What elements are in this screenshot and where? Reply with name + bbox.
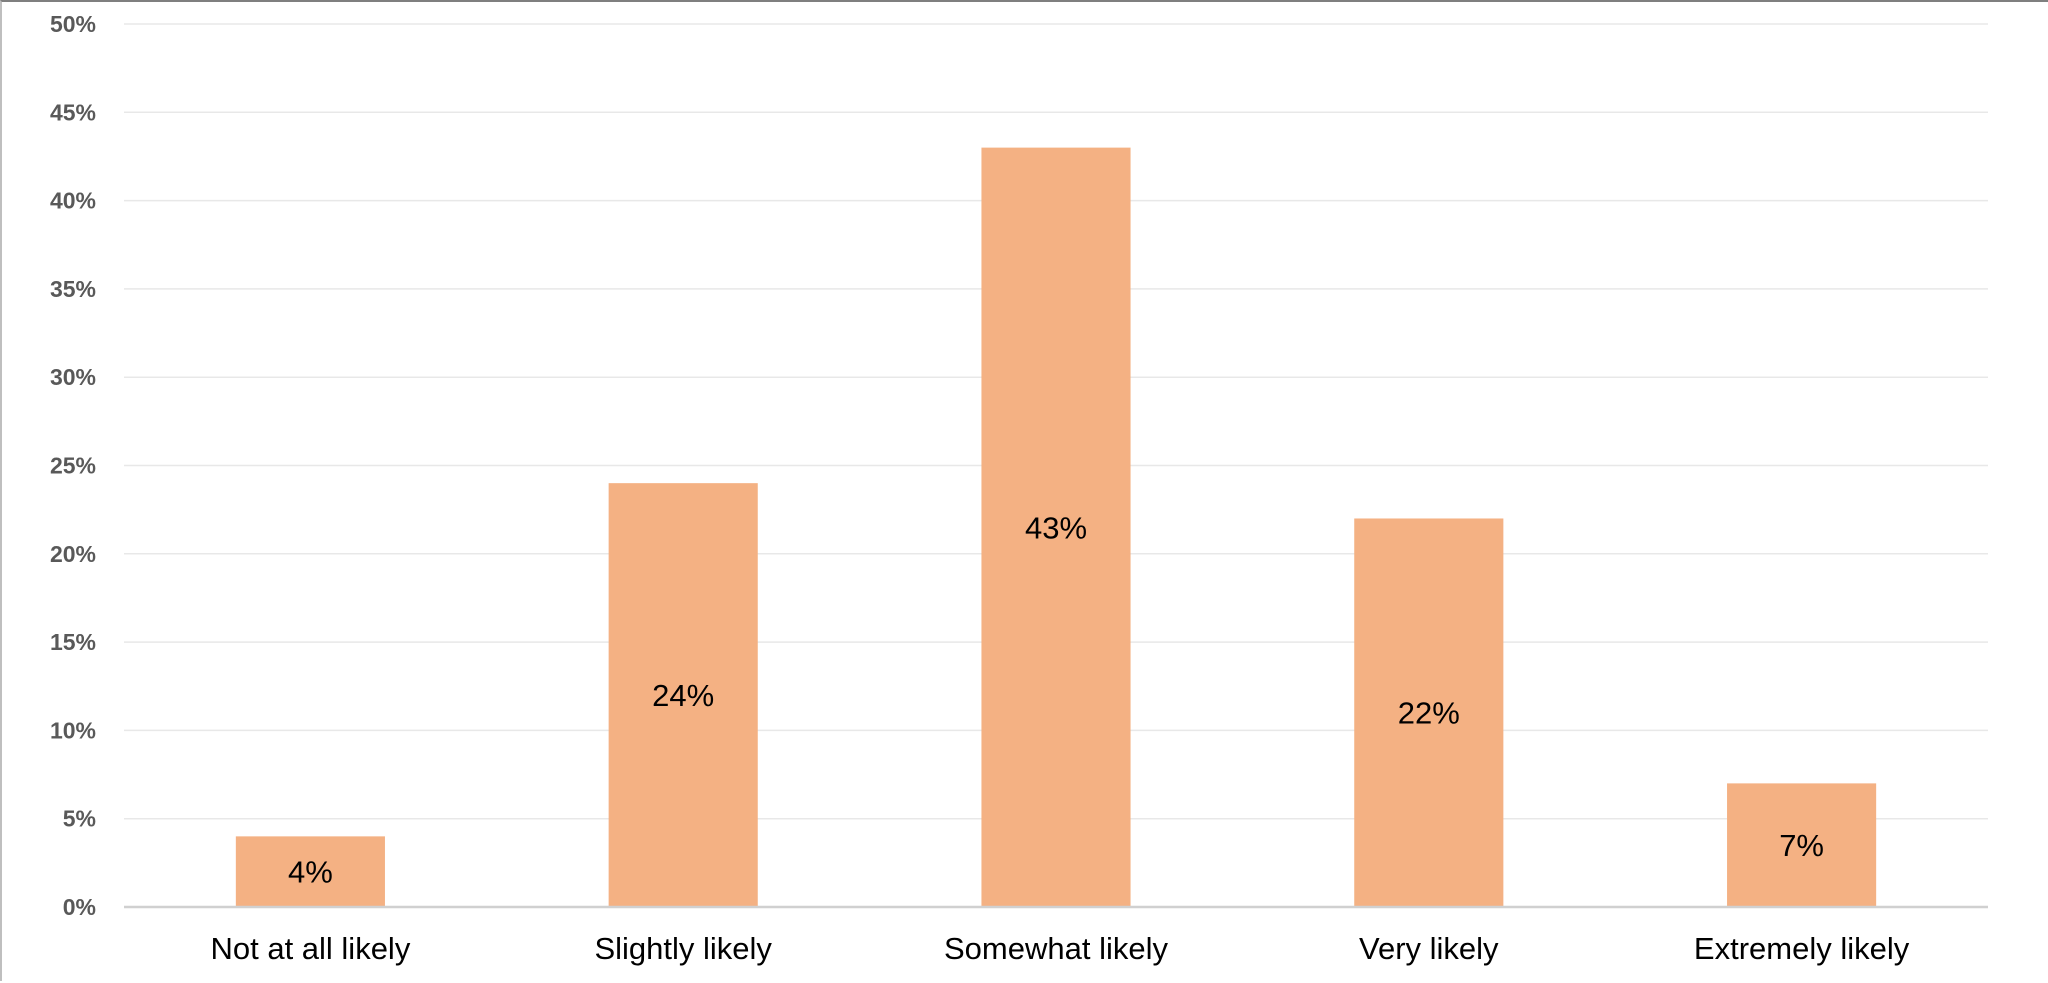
- y-tick-label: 10%: [50, 717, 96, 743]
- y-tick-label: 35%: [50, 276, 96, 302]
- y-tick-label: 30%: [50, 364, 96, 390]
- x-tick-label: Extremely likely: [1694, 931, 1910, 966]
- data-label: 7%: [1779, 828, 1824, 863]
- x-tick-label: Somewhat likely: [944, 931, 1168, 966]
- data-label: 24%: [652, 678, 714, 713]
- y-tick-label: 40%: [50, 188, 96, 214]
- x-tick-label: Not at all likely: [210, 931, 410, 966]
- bar: [1354, 518, 1504, 907]
- y-tick-label: 50%: [50, 11, 96, 37]
- data-label: 22%: [1398, 696, 1460, 731]
- bar: [608, 483, 758, 907]
- y-tick-label: 5%: [63, 806, 96, 832]
- bar: [1727, 783, 1877, 907]
- y-tick-label: 25%: [50, 453, 96, 479]
- y-tick-label: 20%: [50, 541, 96, 567]
- data-label: 43%: [1025, 510, 1087, 545]
- y-tick-label: 45%: [50, 99, 96, 125]
- x-tick-label: Very likely: [1359, 931, 1499, 966]
- x-tick-label: Slightly likely: [594, 931, 772, 966]
- y-axis-ticks: 0% 5% 10% 15% 20% 25% 30% 35% 40% 45% 50%: [50, 11, 96, 920]
- bar: [981, 147, 1131, 907]
- x-axis-ticks: Not at all likely Slightly likely Somewhat…: [210, 931, 1909, 966]
- data-label: 4%: [288, 855, 333, 890]
- y-tick-label: 0%: [63, 894, 96, 920]
- bar: [235, 836, 385, 907]
- y-tick-label: 15%: [50, 629, 96, 655]
- bars: [235, 147, 1877, 907]
- data-labels: 4% 24% 43% 22% 7%: [288, 510, 1824, 889]
